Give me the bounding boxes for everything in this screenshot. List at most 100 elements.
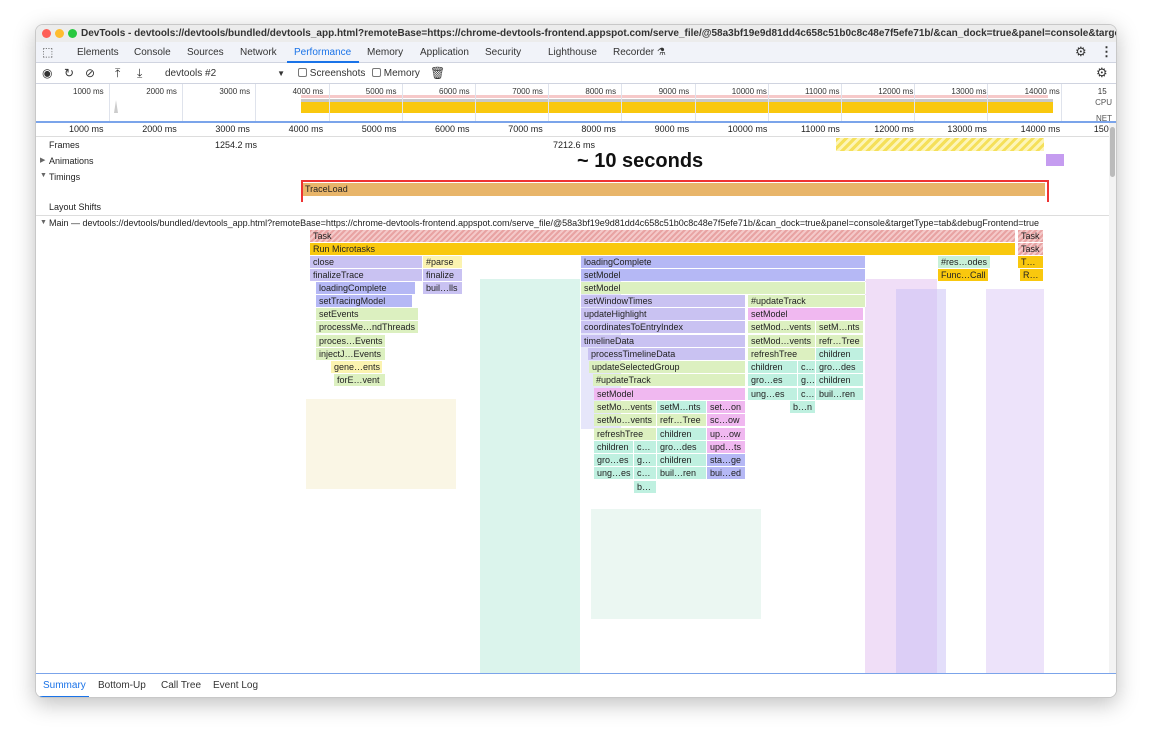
tab-console[interactable]: Console	[134, 47, 171, 58]
capture-settings-gear-icon[interactable]: ⚙	[1096, 65, 1108, 80]
flame-entry[interactable]: updateHighlight	[581, 308, 746, 320]
animation-event[interactable]	[1046, 154, 1064, 166]
timeline-overview[interactable]: CPU NET 1000 ms 2000 ms 3000 ms 4000 ms 5000…	[36, 84, 1116, 123]
flame-entry[interactable]: close	[310, 256, 423, 268]
flame-entry[interactable]: gro…es	[594, 454, 634, 466]
flame-entry[interactable]: gro…des	[816, 361, 864, 373]
minimize-window-button[interactable]	[55, 29, 64, 38]
flame-entry[interactable]: children	[748, 361, 798, 373]
zoom-window-button[interactable]	[68, 29, 77, 38]
flame-entry[interactable]: setM…nts	[816, 321, 864, 333]
flame-entry[interactable]: setM…nts	[657, 401, 707, 413]
flame-entry[interactable]: b…n	[790, 401, 816, 413]
flame-entry[interactable]: Task	[310, 230, 1016, 242]
animations-track[interactable]: ▶ Animations ~ 10 seconds	[36, 150, 1116, 172]
flame-entry[interactable]: Task	[1018, 243, 1044, 255]
tab-bottom-up[interactable]: Bottom-Up	[98, 680, 146, 691]
close-window-button[interactable]	[42, 29, 51, 38]
flame-entry[interactable]: #updateTrack	[593, 374, 746, 386]
flame-entry[interactable]: refr…Tree	[816, 335, 864, 347]
flame-entry[interactable]: forE…vent	[334, 374, 386, 386]
flame-chart[interactable]: Task Task Run Microtasks Task close #parse loa…	[36, 229, 1108, 673]
flame-entry[interactable]: R…	[1020, 269, 1044, 281]
tab-application[interactable]: Application	[420, 47, 469, 58]
flame-entry[interactable]: children	[816, 374, 864, 386]
flame-entry[interactable]: finalizeTrace	[310, 269, 423, 281]
tab-summary[interactable]: Summary	[43, 680, 86, 691]
flame-entry[interactable]: setEvents	[316, 308, 419, 320]
tab-security[interactable]: Security	[485, 47, 522, 58]
scrollbar-thumb[interactable]	[1110, 127, 1115, 177]
flame-entry[interactable]: buil…ren	[657, 467, 707, 479]
flame-entry[interactable]: bui…ed	[707, 467, 746, 479]
flame-entry[interactable]: setModel	[748, 308, 864, 320]
flame-entry[interactable]: proces…Events	[316, 335, 386, 347]
flame-entry[interactable]: sta…ge	[707, 454, 746, 466]
flame-entry[interactable]: #updateTrack	[748, 295, 866, 307]
tab-event-log[interactable]: Event Log	[213, 680, 259, 691]
expand-arrow-icon[interactable]: ▶	[40, 157, 46, 164]
flame-entry[interactable]: #parse	[423, 256, 463, 268]
flame-entry[interactable]: c…	[634, 467, 657, 479]
flame-entry[interactable]: gro…des	[657, 441, 707, 453]
flame-entry[interactable]: c…n	[798, 361, 816, 373]
flame-entry[interactable]: gene…ents	[331, 361, 383, 373]
flame-entry[interactable]: c…n	[798, 388, 816, 400]
main-thread-header[interactable]: ▼ Main — devtools://devtools/bundled/dev…	[36, 215, 1116, 229]
memory-checkbox[interactable]: Memory	[372, 68, 420, 79]
flame-entry[interactable]: setMo…vents	[594, 401, 657, 413]
flame-entry[interactable]: Run Microtasks	[310, 243, 1016, 255]
flame-entry[interactable]: setModel	[581, 269, 866, 281]
flame-entry[interactable]: c…	[634, 441, 657, 453]
tab-elements[interactable]: Elements	[77, 47, 119, 58]
traceload-marker[interactable]: TraceLoad	[303, 183, 1045, 196]
collapse-arrow-icon[interactable]: ▼	[40, 172, 47, 179]
tab-sources[interactable]: Sources	[187, 47, 224, 58]
screenshots-checkbox[interactable]: Screenshots	[298, 68, 365, 79]
flame-entry[interactable]: children	[594, 441, 634, 453]
trash-icon[interactable]: 🗑	[430, 66, 446, 80]
layout-shifts-track[interactable]: Layout Shifts	[36, 199, 1116, 215]
flame-entry[interactable]: setTracingModel	[316, 295, 413, 307]
flame-entry[interactable]: setMod…vents	[748, 321, 816, 333]
flame-entry[interactable]: buil…lls	[423, 282, 463, 294]
tab-lighthouse[interactable]: Lighthouse	[548, 47, 597, 58]
flame-entry[interactable]: loadingComplete	[581, 256, 866, 268]
flame-entry[interactable]: sc…ow	[707, 414, 746, 426]
more-options-icon[interactable]: ⋮	[1100, 44, 1113, 59]
flame-entry[interactable]: coordinatesToEntryIndex	[581, 321, 746, 333]
flame-entry[interactable]: children	[657, 454, 707, 466]
frames-track[interactable]: Frames 1254.2 ms 7212.6 ms	[36, 137, 1116, 153]
profile-select[interactable]: devtools #2 ▼	[165, 68, 285, 79]
inspect-element-icon[interactable]: ⬚	[42, 45, 54, 59]
flame-entry[interactable]: children	[657, 428, 707, 440]
flame-entry[interactable]: b…	[634, 481, 657, 493]
flame-entry[interactable]: timelineData	[581, 335, 746, 347]
upload-icon[interactable]: ⤒	[115, 66, 121, 80]
flame-entry[interactable]: loadingComplete	[316, 282, 416, 294]
flame-entry[interactable]: ung…es	[594, 467, 634, 479]
tab-performance[interactable]: Performance	[294, 47, 352, 58]
vertical-scrollbar[interactable]	[1109, 123, 1116, 673]
clear-icon[interactable]: ⊘	[85, 66, 96, 80]
timings-track[interactable]: ▼ Timings TraceLoad	[36, 169, 1116, 202]
record-icon[interactable]: ◉	[42, 66, 53, 80]
flame-entry[interactable]: Func…Call	[938, 269, 989, 281]
flame-entry[interactable]: setWindowTimes	[581, 295, 746, 307]
collapse-arrow-icon[interactable]: ▼	[40, 219, 47, 226]
flame-entry[interactable]: setMod…vents	[748, 335, 816, 347]
flame-entry[interactable]: setModel	[581, 282, 866, 294]
flame-entry[interactable]: updateSelectedGroup	[589, 361, 746, 373]
flame-entry[interactable]: upd…ts	[707, 441, 746, 453]
flame-entry[interactable]: refreshTree	[594, 428, 657, 440]
reload-record-icon[interactable]: ↻	[64, 66, 75, 80]
flame-entry[interactable]: refr…Tree	[657, 414, 707, 426]
flame-entry[interactable]: buil…ren	[816, 388, 864, 400]
flame-entry[interactable]: #res…odes	[938, 256, 991, 268]
download-icon[interactable]: ⤓	[137, 66, 143, 80]
flame-entry[interactable]: Task	[1018, 230, 1044, 242]
flame-entry[interactable]: gro…es	[748, 374, 798, 386]
flame-entry[interactable]: g…	[634, 454, 657, 466]
flame-entry[interactable]: refreshTree	[748, 348, 816, 360]
tab-recorder[interactable]: Recorder ⚗	[613, 47, 666, 58]
